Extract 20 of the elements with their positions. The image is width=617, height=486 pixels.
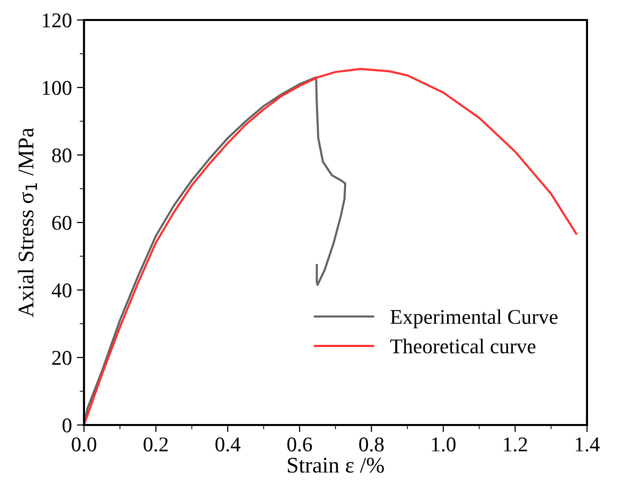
x-tick-label: 0.0 <box>72 437 96 452</box>
x-axis-title: Strain ε /% <box>288 458 384 473</box>
y-tick-label: 100 <box>42 80 72 95</box>
y-axis-title: Axial Stress σ$_{1}$ /MPa <box>18 128 37 318</box>
y-tick-label: 40 <box>52 283 72 298</box>
legend-label: Theoretical curve <box>390 338 536 354</box>
y-tick-label: 60 <box>52 216 72 230</box>
legend-label: Experimental Curve <box>390 309 558 328</box>
x-tick-label: 1.2 <box>504 437 528 452</box>
x-tick-label: 1.4 <box>576 438 600 452</box>
line-series <box>84 68 578 425</box>
y-tick-label: 0 <box>62 418 72 432</box>
y-tick-label: 120 <box>42 13 72 28</box>
y-tick-label: 80 <box>52 148 72 162</box>
x-tick-label: 0.6 <box>287 437 312 452</box>
x-tick-label: 0.4 <box>215 437 240 452</box>
x-tick-label: 0.8 <box>359 437 384 452</box>
y-tick-label: 20 <box>52 350 72 365</box>
x-tick-label: 1.0 <box>432 437 456 452</box>
x-tick-label: 0.2 <box>144 437 168 452</box>
